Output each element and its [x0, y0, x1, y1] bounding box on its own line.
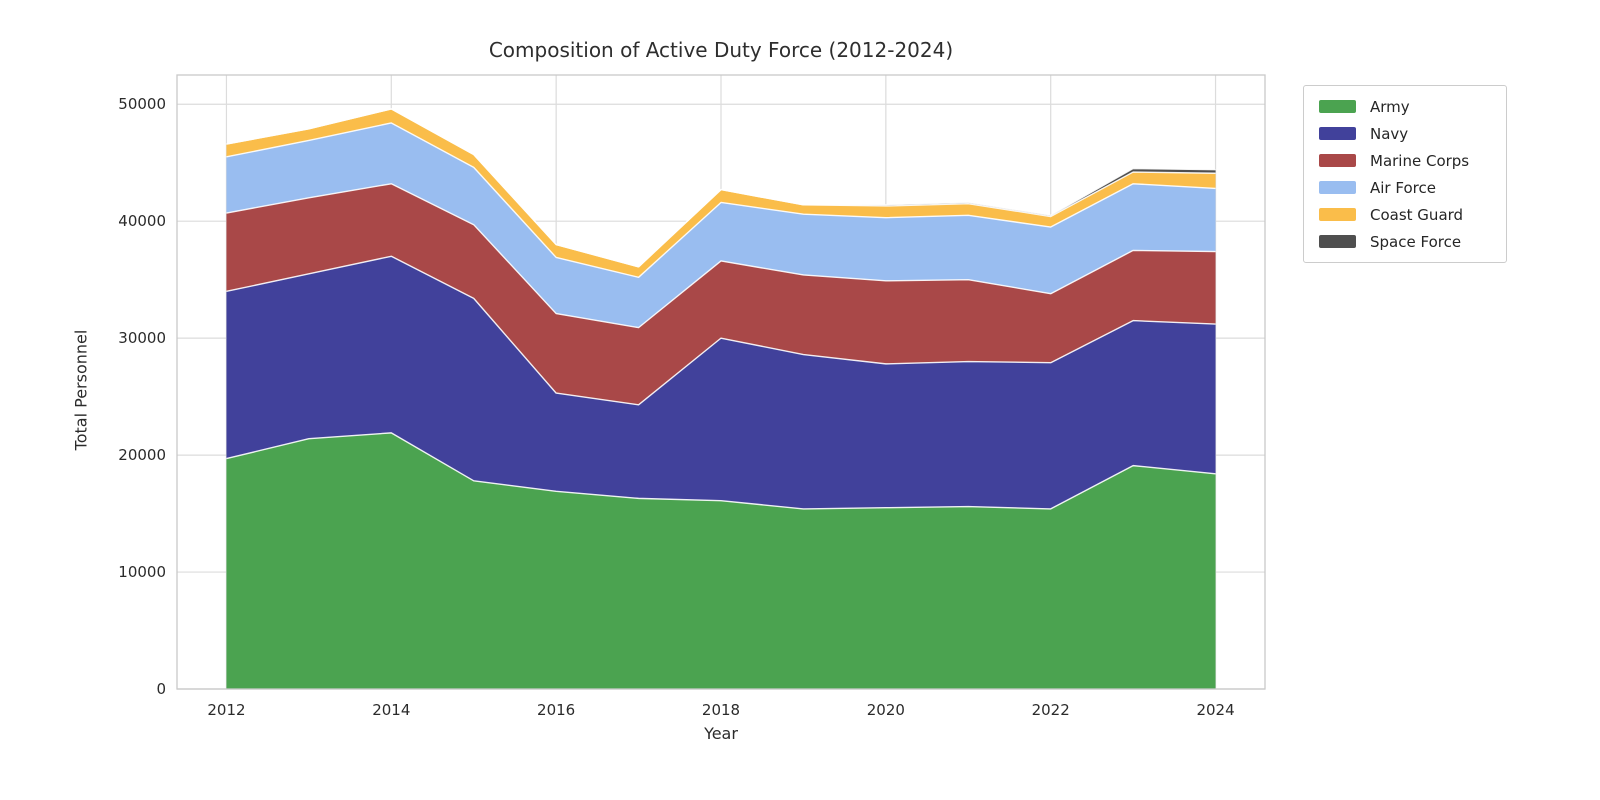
legend-item-army: Army	[1304, 93, 1506, 120]
legend: Army Navy Marine Corps Air Force Coast Guard…	[1303, 85, 1507, 263]
band-edge	[226, 432, 1216, 510]
legend-swatch-air-force	[1319, 181, 1356, 194]
legend-item-coast-guard: Coast Guard	[1304, 201, 1506, 228]
legend-label: Air Force	[1370, 178, 1436, 197]
area-coast-guard	[226, 108, 1216, 278]
x-tick-label: 2024	[1196, 701, 1234, 719]
y-tick-label: 20000	[118, 446, 166, 464]
band-edge	[226, 108, 1216, 268]
y-tick-label: 0	[156, 680, 166, 698]
y-tick-label: 40000	[118, 212, 166, 230]
x-tick-label: 2016	[537, 701, 575, 719]
legend-swatch-marine-corps	[1319, 154, 1356, 167]
band-edge	[226, 183, 1216, 329]
legend-item-navy: Navy	[1304, 120, 1506, 147]
legend-item-marine-corps: Marine Corps	[1304, 147, 1506, 174]
chart-title: Composition of Active Duty Force (2012-2…	[488, 38, 954, 62]
legend-label: Army	[1370, 97, 1410, 116]
x-tick-label: 2018	[702, 701, 740, 719]
legend-label: Coast Guard	[1370, 205, 1464, 224]
area-navy	[226, 256, 1216, 509]
area-marine-corps	[226, 183, 1216, 405]
x-tick-label: 2020	[867, 701, 905, 719]
band-edge	[226, 255, 1216, 406]
legend-swatch-navy	[1319, 127, 1356, 140]
x-axis-label: Year	[704, 724, 738, 743]
band-edge	[226, 122, 1216, 279]
area-air-force	[226, 122, 1216, 328]
legend-swatch-space-force	[1319, 235, 1356, 248]
x-tick-label: 2014	[372, 701, 410, 719]
legend-swatch-army	[1319, 100, 1356, 113]
legend-label: Marine Corps	[1370, 151, 1470, 170]
legend-swatch-coast-guard	[1319, 208, 1356, 221]
legend-item-space-force: Space Force	[1304, 228, 1506, 255]
y-tick-label: 10000	[118, 563, 166, 581]
legend-label: Navy	[1370, 124, 1409, 143]
legend-item-air-force: Air Force	[1304, 174, 1506, 201]
x-tick-label: 2022	[1032, 701, 1070, 719]
x-tick-label: 2012	[207, 701, 245, 719]
legend-label: Space Force	[1370, 232, 1462, 251]
area-army	[226, 432, 1216, 689]
y-tick-label: 50000	[118, 95, 166, 113]
y-axis-label: Total Personnel	[71, 329, 91, 451]
y-tick-label: 30000	[118, 329, 166, 347]
plot-border	[176, 74, 1266, 690]
